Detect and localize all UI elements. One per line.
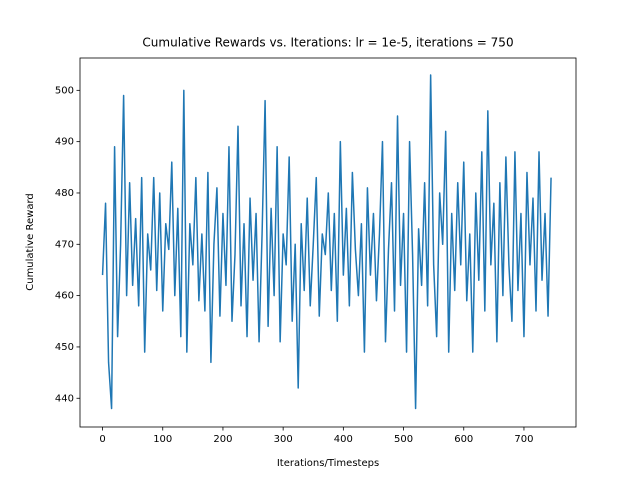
x-tick-label: 500 xyxy=(394,434,413,445)
plot-area: 0 100 200 300 400 500 600 700 440 450 460 470 480 490… xyxy=(55,74,552,445)
y-tick-label: 490 xyxy=(55,137,74,148)
x-tick-label: 200 xyxy=(213,434,232,445)
x-tick-label: 100 xyxy=(153,434,172,445)
axes-frame xyxy=(79,57,577,428)
y-tick-label: 440 xyxy=(55,393,74,404)
x-tick-label: 0 xyxy=(99,434,105,445)
chart-title: Cumulative Rewards vs. Iterations: lr = … xyxy=(142,36,513,50)
y-tick-label: 480 xyxy=(55,188,74,199)
x-tick-label: 600 xyxy=(454,434,473,445)
y-tick-label: 470 xyxy=(55,239,74,250)
y-axis-label: Cumulative Reward xyxy=(25,193,36,291)
x-tick-label: 700 xyxy=(514,434,533,445)
x-axis-label: Iterations/Timesteps xyxy=(277,458,379,469)
y-tick-label: 450 xyxy=(55,342,74,353)
data-line xyxy=(101,74,552,410)
x-tick-label: 300 xyxy=(274,434,293,445)
x-tick-label: 400 xyxy=(334,434,353,445)
y-tick-label: 460 xyxy=(55,291,74,302)
y-tick-label: 500 xyxy=(55,85,74,96)
